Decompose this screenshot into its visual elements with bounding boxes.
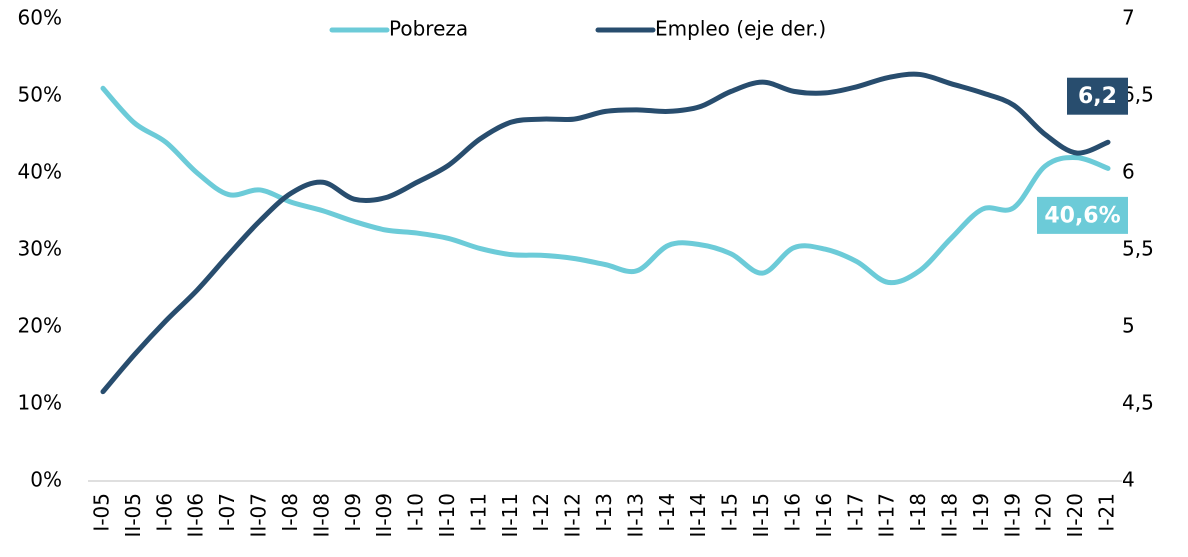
x-tick-label: II-17 — [875, 493, 899, 537]
x-tick-label: II-18 — [937, 493, 961, 537]
y-tick-label: 0% — [30, 468, 62, 492]
series-line — [100, 71, 1111, 395]
data-label: 40,6% — [1037, 196, 1128, 234]
x-tick-label: I-11 — [466, 493, 490, 532]
y-tick-label: 20% — [18, 314, 62, 338]
x-tick-label: I-10 — [404, 493, 428, 532]
x-tick-label: II-14 — [686, 493, 710, 537]
x-tick-label: I-07 — [215, 493, 239, 532]
data-label-box — [1037, 196, 1128, 234]
x-tick-label: II-06 — [184, 493, 208, 537]
data-label: 6,2 — [1067, 77, 1128, 115]
y2-tick-label: 7 — [1122, 6, 1135, 30]
x-tick-label: II-11 — [498, 493, 522, 537]
x-tick-label: II-19 — [1000, 493, 1024, 537]
x-tick-label: I-20 — [1032, 493, 1056, 532]
data-label-text: 6,2 — [1078, 84, 1117, 109]
y-tick-label: 40% — [18, 160, 62, 184]
x-tick-label: I-08 — [278, 493, 302, 532]
x-tick-label: II-09 — [372, 493, 396, 537]
y2-tick-label: 5 — [1122, 314, 1135, 338]
x-tick-label: I-21 — [1095, 493, 1119, 532]
y-tick-label: 60% — [18, 6, 62, 30]
x-tick-label: II-07 — [247, 493, 271, 537]
x-tick-label: I-13 — [592, 493, 616, 532]
y-tick-label: 50% — [18, 83, 62, 107]
x-tick-label: II-15 — [749, 493, 773, 537]
x-tick-label: II-12 — [561, 493, 585, 537]
x-tick-label: I-16 — [780, 493, 804, 532]
x-tick-label: II-08 — [309, 493, 333, 537]
x-tick-label: I-12 — [529, 493, 553, 532]
y2-tick-label: 4,5 — [1122, 391, 1154, 415]
y2-tick-label: 4 — [1122, 468, 1135, 492]
x-tick-label: I-17 — [843, 493, 867, 532]
x-tick-label: I-09 — [341, 493, 365, 532]
legend-label: Empleo (eje der.) — [655, 17, 826, 41]
legend-label: Pobreza — [389, 17, 468, 41]
x-tick-label: I-18 — [906, 493, 930, 532]
x-tick-label: I-06 — [152, 493, 176, 532]
y2-tick-label: 6 — [1122, 160, 1135, 184]
x-tick-label: II-05 — [121, 493, 145, 537]
series-line — [100, 85, 1111, 286]
data-label-text: 40,6% — [1044, 203, 1120, 228]
y-tick-label: 30% — [18, 237, 62, 261]
x-tick-label: I-14 — [655, 493, 679, 532]
x-tick-label: II-13 — [623, 493, 647, 537]
y2-tick-label: 5,5 — [1122, 237, 1154, 261]
x-tick-label: II-20 — [1063, 493, 1087, 537]
x-tick-label: I-19 — [969, 493, 993, 532]
x-tick-label: I-05 — [90, 493, 114, 532]
x-tick-label: II-10 — [435, 493, 459, 537]
x-tick-label: I-15 — [718, 493, 742, 532]
y-tick-label: 10% — [18, 391, 62, 415]
x-tick-label: II-16 — [812, 493, 836, 537]
data-label-box — [1067, 77, 1128, 115]
